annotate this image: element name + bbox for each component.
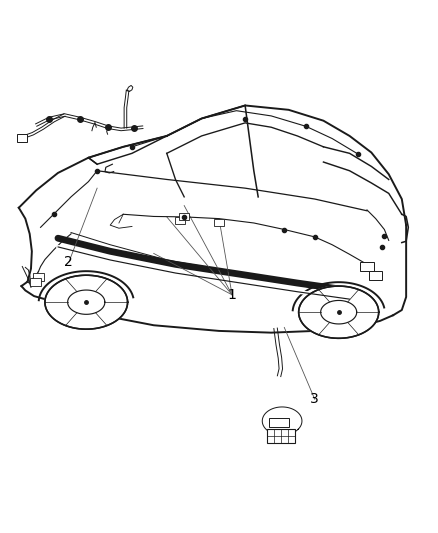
Ellipse shape	[45, 275, 127, 329]
Bar	[33, 273, 44, 281]
Ellipse shape	[299, 286, 379, 338]
Text: 1: 1	[228, 288, 237, 302]
Bar	[175, 217, 185, 224]
Bar	[269, 418, 289, 426]
Bar	[179, 213, 189, 220]
Bar	[18, 134, 27, 142]
Bar	[267, 429, 295, 443]
Bar	[369, 271, 382, 279]
Bar	[30, 278, 41, 286]
Bar	[214, 220, 224, 227]
Text: 3: 3	[311, 392, 319, 406]
Text: 2: 2	[64, 255, 73, 269]
Bar	[360, 262, 374, 271]
